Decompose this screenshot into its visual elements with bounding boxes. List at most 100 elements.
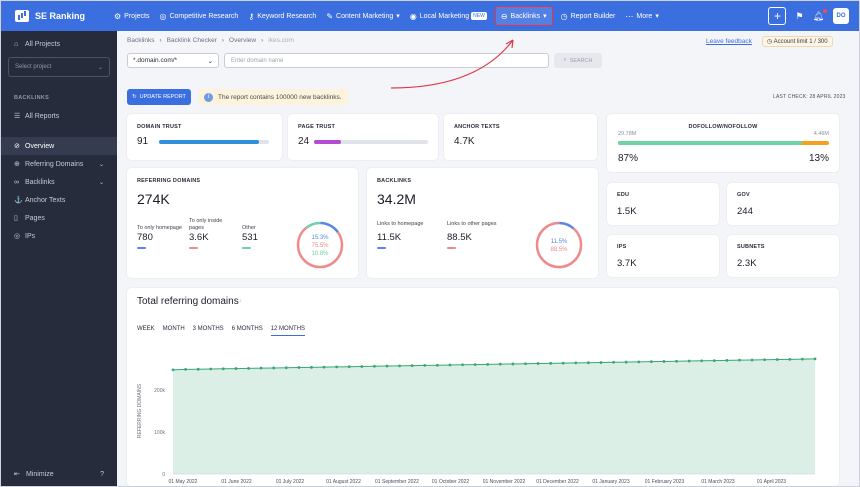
breadcrumb-separator: › (221, 37, 225, 44)
notification-bell-icon[interactable]: 🔔︎ (813, 8, 827, 22)
data-point (687, 359, 691, 363)
stat-color-marker (377, 247, 386, 249)
chevron-down-icon: ▾ (543, 13, 547, 20)
search-button[interactable]: ⌕ SEARCH (554, 53, 602, 68)
top-navigation-bar: SE Ranking ⚙ Projects ◎ Competitive Resear… (1, 1, 859, 31)
nav-report-builder[interactable]: ◷ Report Builder (556, 1, 621, 31)
page-trust-card: PAGE TRUST 24 (288, 114, 438, 160)
donut-segment (535, 221, 583, 269)
gov-card: GOV 244 (727, 183, 839, 225)
y-tick-label: 200k (154, 388, 165, 394)
data-point (423, 364, 427, 367)
ips-value: 3.7K (617, 258, 637, 269)
chevron-down-icon: ▾ (396, 13, 400, 20)
more-icon: ⋯ (625, 11, 634, 21)
sidebar-item-overview[interactable]: ⊘ Overview (1, 137, 117, 155)
chart-title: Total referring domains ⁱ (137, 296, 241, 307)
nav-label: Backlinks (510, 12, 541, 20)
page-trust-value: 24 (298, 136, 310, 147)
x-tick-label: 01 October 2022 (432, 479, 469, 485)
arrow-left-icon: ⇤ (14, 471, 20, 478)
minimize-button[interactable]: ⇤ Minimize? (1, 470, 117, 479)
data-point (247, 366, 250, 370)
nav-content-marketing[interactable]: ✎ Content Marketing ▾ (321, 1, 404, 31)
projects-icon: ⚙ (114, 11, 122, 21)
link-icon: ⊖ (500, 11, 508, 21)
donut-label: 75.5% (311, 243, 329, 249)
data-point (310, 365, 313, 369)
stat-color-marker (137, 247, 146, 249)
tab-month[interactable]: MONTH (162, 326, 185, 332)
data-point (171, 368, 175, 372)
nav-more[interactable]: ⋯ More ▾ (620, 1, 663, 31)
referring-domains-value: 274K (137, 191, 170, 207)
edit-icon: ✎ (326, 11, 334, 21)
gov-value: 244 (737, 206, 753, 217)
update-report-button[interactable]: ↻ UPDATE REPORT (127, 89, 191, 105)
series-area (173, 358, 815, 474)
sidebar-all-projects[interactable]: ⌂ All Projects (1, 35, 117, 53)
nav-local-marketing[interactable]: ◉ Local Marketing NEW (405, 1, 492, 31)
nav-projects[interactable]: ⚙ Projects (109, 1, 154, 31)
sidebar-label: Backlinks (25, 178, 55, 186)
x-tick-label: 01 May 2022 (169, 479, 198, 485)
flag-icon[interactable]: ⚑ (795, 10, 804, 21)
sidebar-item-anchor-texts[interactable]: ⚓ Anchor Texts (1, 191, 117, 209)
leave-feedback-link[interactable]: Leave feedback (706, 38, 752, 45)
breadcrumb-item[interactable]: Backlinks (127, 37, 155, 44)
add-button[interactable]: + (768, 7, 787, 25)
nav-label: Local Marketing (419, 12, 470, 20)
sidebar-item-ips[interactable]: ◎ IPs (1, 227, 117, 245)
sidebar-item-backlinks[interactable]: ∞ Backlinks ⌄ (1, 173, 117, 191)
sidebar-all-reports[interactable]: ☰ All Reports (1, 107, 117, 125)
breadcrumb-item[interactable]: Overview (229, 37, 257, 44)
donut-label: 11.5% (551, 239, 568, 245)
chevron-down-icon: ⌄ (97, 64, 103, 71)
tab-3-months[interactable]: 3 MONTHS (192, 326, 224, 332)
tab-6-months[interactable]: 6 MONTHS (231, 326, 263, 332)
sidebar-label: Referring Domains (25, 160, 84, 168)
project-select[interactable]: Select project ⌄ (8, 57, 110, 77)
nav-backlinks[interactable]: ⊖ Backlinks ▾ (494, 6, 553, 26)
sidebar-label: All Reports (25, 112, 60, 120)
avatar[interactable]: DO (833, 8, 849, 24)
stat-to-only-homepage: To only homepage 780 (137, 218, 183, 249)
data-point (209, 367, 213, 371)
info-icon: i (204, 92, 213, 102)
logo-icon (15, 10, 29, 22)
sidebar-item-pages[interactable]: ▯ Pages (1, 209, 117, 227)
nofollow-percent: 13% (808, 153, 829, 164)
data-point (750, 358, 754, 362)
tab-12-months[interactable]: 12 MONTHS (270, 326, 306, 336)
nav-competitive-research[interactable]: ◎ Competitive Research (154, 1, 243, 31)
data-point (599, 361, 603, 364)
backlinks-label: BACKLINKS (377, 178, 412, 184)
data-point (813, 357, 817, 361)
nav-keyword-research[interactable]: ⚷ Keyword Research (243, 1, 321, 31)
data-point (410, 364, 414, 368)
app-logo[interactable]: SE Ranking (1, 10, 109, 22)
data-point (700, 359, 704, 363)
nav-label: More (636, 12, 653, 20)
edu-card: EDU 1.5K (607, 183, 719, 225)
domain-trust-card: DOMAIN TRUST 91 (127, 114, 282, 160)
domain-mode-value: *.domain.com/* (133, 57, 178, 64)
data-point (637, 360, 641, 364)
domain-search-input[interactable]: Enter domain name (224, 53, 549, 68)
tab-week[interactable]: WEEK (137, 326, 155, 332)
domain-mode-select[interactable]: *.domain.com/* ⌄ (127, 53, 219, 68)
breadcrumb-item[interactable]: Backlink Checker (166, 37, 217, 44)
referring-domains-donut: 15.3% 75.5% 10.8% (296, 221, 344, 269)
subnets-label: SUBNETS (737, 244, 765, 250)
breadcrumb-separator: › (261, 37, 264, 44)
sidebar-label: All Projects (25, 40, 61, 48)
sidebar-item-referring-domains[interactable]: ⊕ Referring Domains ⌄ (1, 155, 117, 173)
info-icon[interactable]: ⁱ (238, 300, 242, 306)
data-point (587, 361, 590, 365)
data-point (662, 360, 666, 363)
home-icon: ⌂ (14, 40, 19, 48)
help-icon[interactable]: ? (100, 470, 104, 478)
data-point (498, 362, 502, 366)
list-icon: ☰ (14, 113, 21, 120)
data-point (435, 363, 439, 367)
